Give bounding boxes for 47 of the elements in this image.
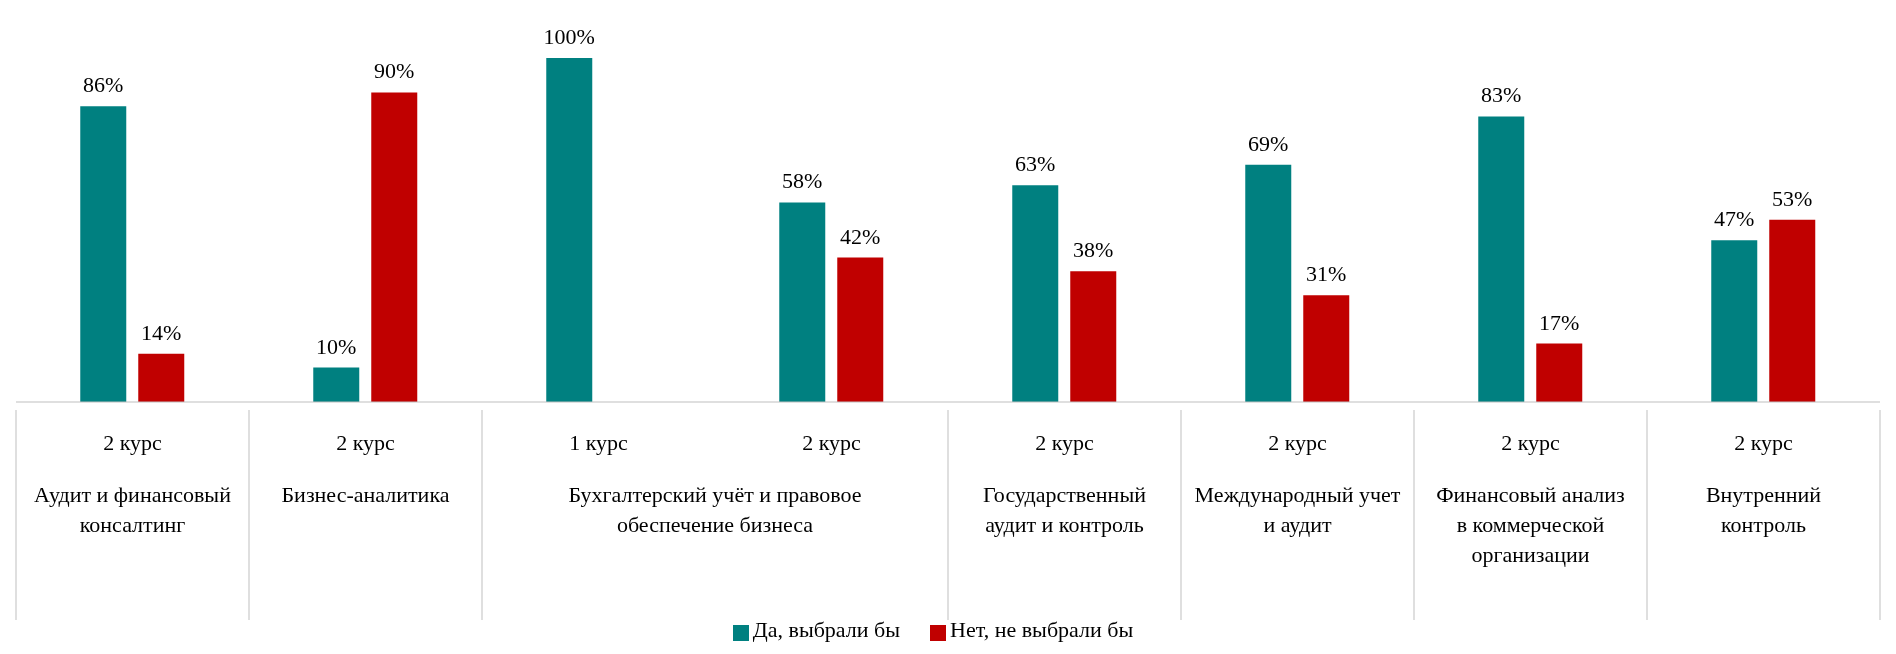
data-label: 83% [1481,82,1522,108]
legend-label: Нет, не выбрали бы [950,617,1134,642]
x-tick-label: 2 курс [802,430,862,455]
text: Финансовый анализ в коммерческой организации [1436,482,1625,567]
bar [1769,219,1816,402]
data-label: 58% [782,168,823,194]
bar [1711,240,1758,402]
bar [1536,343,1583,402]
x-tick-label: 2 курс [1734,430,1794,455]
x-tick-label: 2 курс [336,430,396,455]
data-label: 42% [840,223,881,249]
text: Бизнес-аналитика [281,482,450,507]
bar [1070,271,1117,402]
data-label: 38% [1073,237,1114,263]
bar [371,92,418,402]
bar [80,106,127,402]
data-label: 100% [543,24,595,49]
x-tick-label: 2 курс [103,430,163,455]
data-label: 63% [1015,151,1056,177]
x-tick-label: 2 курс [1501,430,1561,455]
text: Внутренний контроль [1705,482,1822,537]
x-tick-label: 2 курс [1268,430,1328,455]
bar [1012,185,1059,402]
text: Международный учет и аудит [1194,482,1401,537]
text: Государственный аудит и контроль [983,482,1147,537]
data-label: 47% [1714,206,1755,232]
bar [1245,164,1292,402]
bar [1478,116,1525,402]
bar [313,367,360,402]
bar [138,353,185,402]
bar [1303,295,1350,402]
data-label: 31% [1306,261,1347,287]
data-label: 14% [141,319,182,345]
bar [546,58,593,402]
legend-label: Да, выбрали бы [752,617,901,642]
bar [837,257,884,402]
x-tick-label: 1 курс [569,430,629,455]
data-label: 86% [83,72,124,98]
data-label: 53% [1772,185,1813,211]
x-tick-label: 2 курс [1035,430,1095,455]
text: Бухгалтерский учёт и правовое обеспечение бизнеса [568,482,862,537]
text: Аудит и финансовый консалтинг [34,482,232,537]
data-label: 90% [374,58,415,84]
data-label: 10% [316,333,357,359]
bar [779,202,826,402]
data-label: 69% [1248,130,1289,156]
data-label: 17% [1539,309,1580,335]
